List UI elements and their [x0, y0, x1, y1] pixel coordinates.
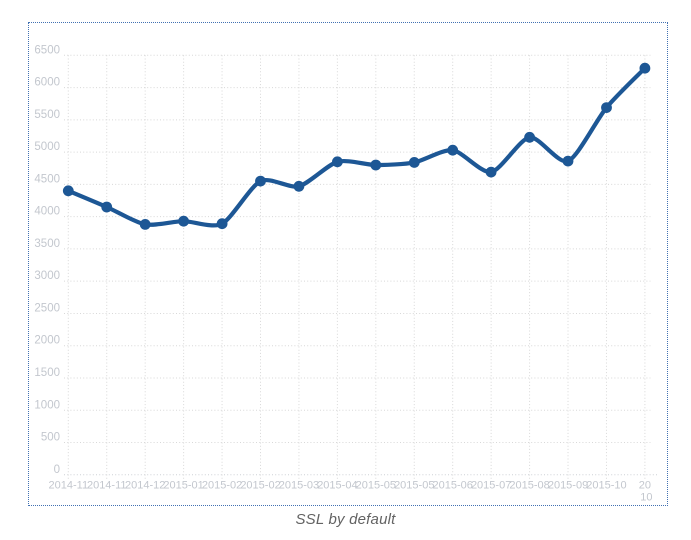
- x-tick-label-line: 2015-03: [279, 480, 319, 492]
- x-axis-labels: 2014-112014-112014-122015-012015-022015-…: [49, 480, 653, 504]
- series-line: [66, 66, 647, 228]
- x-tick-label: 2015-02: [202, 480, 242, 492]
- data-point: [216, 218, 228, 230]
- line-chart: 0 500 1000 1500 2000 2500 3000 3500 4000 4500 5000…: [34, 44, 659, 504]
- x-tick-label-line: 2015-02: [202, 480, 242, 492]
- data-point: [562, 155, 574, 167]
- data-point: [255, 175, 266, 187]
- x-tick-label: 2015-05: [394, 480, 434, 492]
- y-tick-label: 5000: [34, 141, 60, 153]
- data-point: [332, 156, 343, 168]
- data-point: [101, 201, 113, 213]
- y-tick-label: 2000: [34, 335, 60, 347]
- data-point: [601, 102, 612, 113]
- chart-figure: 0 500 1000 1500 2000 2500 3000 3500 4000 4500 5000…: [28, 22, 668, 506]
- x-tick-label-line: 2014-11: [49, 480, 89, 492]
- x-tick-label-line: 2015-05: [356, 480, 396, 492]
- y-tick-label: 4500: [34, 173, 60, 185]
- y-tick-label: 4000: [34, 206, 60, 218]
- x-tick-label: 2015-09: [548, 480, 588, 492]
- data-point: [178, 215, 190, 227]
- data-point: [639, 62, 651, 74]
- y-tick-label: 3000: [34, 270, 60, 282]
- y-axis-labels: 0 500 1000 1500 2000 2500 3000 3500 4000 4500 5000…: [34, 44, 60, 476]
- x-tick-label: 2015-08: [509, 480, 549, 492]
- y-tick-label: 0: [54, 464, 60, 476]
- chart-caption: SSL by default: [295, 511, 396, 528]
- x-tick-label: 2014-12: [125, 480, 165, 492]
- data-points: [62, 62, 651, 230]
- data-point: [485, 166, 497, 178]
- x-tick-label-line: 2015-02: [240, 480, 280, 492]
- y-gridlines: [64, 54, 659, 476]
- x-tick-label: 2015-10: [586, 480, 626, 492]
- y-tick-label: 6000: [34, 77, 60, 89]
- x-tick-label: 2015-05: [356, 480, 396, 492]
- y-tick-label: 1000: [34, 399, 60, 411]
- x-tick-label: 2015-04: [317, 480, 357, 492]
- x-tick-label: 2015-07: [471, 480, 511, 492]
- x-gridlines: [67, 55, 646, 480]
- y-tick-label: 5500: [34, 109, 60, 121]
- y-tick-label: 6500: [34, 44, 60, 56]
- x-tick-label: 2015-06: [433, 480, 473, 492]
- y-tick-label: 500: [41, 432, 60, 444]
- y-tick-label: 1500: [34, 367, 60, 379]
- x-tick-label-line: 10: [640, 492, 652, 504]
- data-point: [447, 144, 459, 156]
- data-point: [293, 180, 305, 192]
- x-tick-label-line: 2015-05: [394, 480, 434, 492]
- data-point: [524, 131, 535, 143]
- x-tick-label-line: 2015-01: [163, 480, 203, 492]
- x-tick-label-line: 20: [639, 480, 651, 492]
- x-tick-label: 2014-11: [49, 480, 89, 492]
- x-tick-label-line: 2015-10: [586, 480, 626, 492]
- x-tick-label: 2015-02: [240, 480, 280, 492]
- x-tick-label-line: 2015-09: [548, 480, 588, 492]
- x-tick-label: 2015-01: [163, 480, 203, 492]
- x-tick-label-line: 2014-11: [87, 480, 127, 492]
- x-tick-label: 2015-03: [279, 480, 319, 492]
- x-tick-label-line: 2015-07: [471, 480, 511, 492]
- x-tick-label-line: 2014-12: [125, 480, 165, 492]
- data-point: [370, 159, 382, 171]
- x-tick-label-line: 2015-06: [433, 480, 473, 492]
- data-point: [408, 157, 420, 168]
- y-tick-label: 2500: [34, 302, 60, 314]
- data-point: [62, 185, 74, 197]
- x-tick-label-line: 2015-04: [317, 480, 357, 492]
- x-tick-label-line: 2015-08: [509, 480, 549, 492]
- x-tick-label: 20 10: [639, 480, 653, 504]
- x-tick-label: 2014-11: [87, 480, 127, 492]
- y-tick-label: 3500: [34, 238, 60, 250]
- data-point: [139, 219, 151, 230]
